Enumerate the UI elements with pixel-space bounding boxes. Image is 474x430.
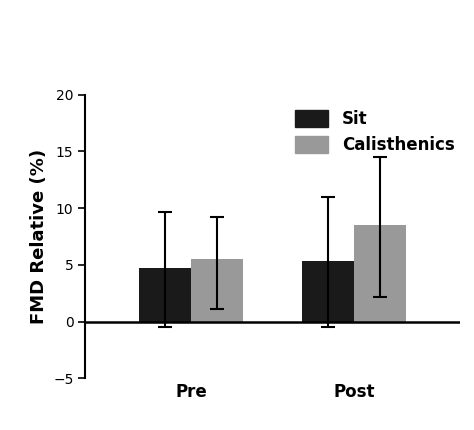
Y-axis label: FMD Relative (%): FMD Relative (%) bbox=[29, 149, 47, 324]
Bar bbox=[302, 261, 354, 322]
Bar bbox=[191, 259, 243, 322]
Legend: Sit, Calisthenics: Sit, Calisthenics bbox=[288, 103, 461, 161]
Bar bbox=[139, 268, 191, 322]
Bar bbox=[354, 225, 406, 322]
